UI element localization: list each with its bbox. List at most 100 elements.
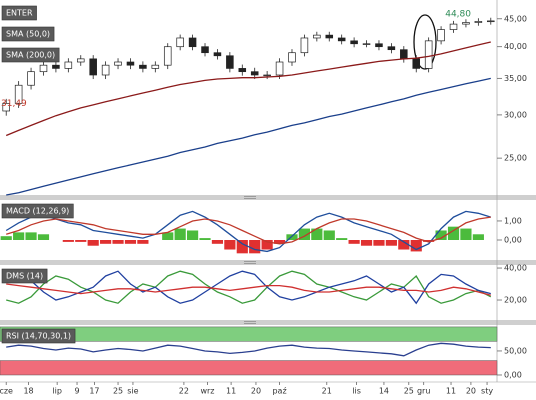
candle-body	[39, 64, 48, 73]
x-tick-label: 17	[89, 387, 99, 396]
panel-separators	[0, 195, 536, 325]
candle-body	[449, 23, 458, 30]
candle-body	[27, 71, 35, 86]
histogram-bar	[186, 230, 199, 240]
y-tick-label: 40,00	[504, 42, 527, 51]
candle-body	[400, 49, 408, 60]
histogram-bar	[447, 226, 460, 240]
histogram-bar	[311, 228, 323, 240]
x-tick-label: paź	[272, 387, 286, 396]
histogram-bar	[25, 232, 37, 240]
histogram-bar	[62, 240, 74, 242]
y-tick-label: 0,00	[504, 236, 522, 245]
x-tick-label: 9	[74, 387, 79, 396]
separator	[0, 320, 536, 325]
candle-body	[213, 52, 222, 57]
x-tick-label: sty	[481, 387, 493, 396]
histogram-bar	[13, 232, 25, 240]
candle-body	[462, 22, 470, 25]
candle-body	[139, 64, 147, 69]
histogram-bar	[323, 230, 335, 240]
candle-body	[176, 37, 184, 48]
candle-body	[188, 37, 197, 48]
candle-body	[424, 40, 433, 69]
x-tick-label: 18	[23, 387, 33, 396]
candle-body	[238, 68, 247, 73]
histogram-bar	[249, 240, 261, 254]
panel-label-box	[1, 203, 74, 219]
y-tick-label: 45,00	[504, 14, 527, 23]
candle-body	[275, 61, 284, 76]
x-tick-label: sie	[127, 387, 138, 396]
histogram-bar	[236, 240, 248, 254]
histogram-bar	[211, 240, 224, 244]
histogram-bar	[385, 240, 397, 246]
x-tick-label: 20	[466, 387, 476, 396]
candle-body	[226, 55, 234, 69]
x-tick-label: lis	[352, 387, 361, 396]
separator	[0, 260, 536, 265]
panel-label-box	[1, 328, 76, 344]
x-tick-label: cze	[0, 387, 13, 396]
candle-body	[474, 21, 483, 23]
candle-body	[89, 58, 97, 76]
x-tick-label: 11	[446, 387, 456, 396]
candle-body	[14, 84, 23, 104]
candle-body	[375, 43, 383, 48]
histogram-bar	[0, 236, 12, 240]
candle-body	[76, 58, 85, 63]
histogram-bar	[472, 234, 484, 240]
candle-body	[412, 58, 421, 69]
histogram-bar	[273, 240, 286, 244]
histogram-bar	[112, 240, 124, 244]
y-tick-label: 25,00	[504, 154, 527, 163]
histogram-bar	[174, 228, 186, 240]
histogram-bar	[373, 240, 385, 246]
panel-label-box	[1, 268, 48, 284]
y-tick-label: 40,00	[504, 264, 527, 273]
candle-body	[437, 29, 445, 42]
candle-body	[350, 40, 358, 45]
line	[6, 77, 491, 196]
x-tick-label: 22	[179, 387, 189, 396]
y-tick-label: 0,00	[504, 370, 522, 379]
histogram-bar	[124, 240, 137, 244]
panel-label-box	[1, 5, 37, 21]
candle-body	[313, 34, 321, 39]
histogram-bar	[286, 234, 298, 240]
x-tick-label: gru	[417, 387, 430, 396]
x-tick-label: 25	[404, 387, 414, 396]
candle-body	[101, 64, 110, 76]
histogram-bar	[336, 238, 348, 240]
panel-label-box	[1, 26, 55, 42]
y-tick-label: 50,00	[504, 346, 527, 355]
candle-body	[201, 46, 209, 54]
histogram-bar	[460, 228, 472, 240]
panel-label: SMA (50,0)	[6, 30, 50, 39]
candle-body	[151, 64, 160, 69]
histogram-bar	[410, 240, 422, 252]
histogram-bar	[100, 240, 112, 244]
candle-body	[2, 102, 10, 112]
candle-body	[163, 46, 172, 66]
line	[5, 210, 491, 253]
panel-label: DMS (14)	[6, 272, 43, 281]
y-tick-label: 20,00	[504, 296, 527, 305]
separator-grips	[244, 196, 256, 324]
candle-body	[250, 71, 259, 76]
histogram-bar	[224, 240, 236, 250]
band	[0, 326, 498, 342]
histogram-bar	[199, 238, 211, 240]
histogram-bar	[398, 240, 410, 250]
line	[6, 283, 491, 296]
panel-label-box	[1, 47, 60, 63]
separator	[0, 195, 536, 200]
y-tick-label: 1,00	[504, 216, 522, 225]
histogram-bar	[261, 240, 273, 250]
histogram-bar	[360, 240, 373, 246]
candle-body	[362, 43, 371, 45]
price-annotation: 31,49	[1, 99, 27, 109]
x-tick-label: 11	[226, 387, 236, 396]
x-tick-label: lip	[52, 387, 62, 396]
line	[6, 342, 491, 357]
